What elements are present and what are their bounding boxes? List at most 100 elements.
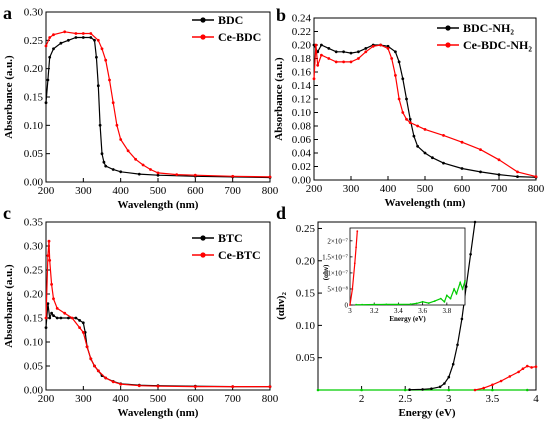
- chart-b-series-1-point-6: [342, 60, 345, 64]
- chart-d-series-1-point-2: [430, 387, 433, 391]
- chart-a-series-1-point-3: [63, 30, 67, 34]
- chart-d-series-1-point-4: [443, 382, 446, 385]
- chart-b-series-1-point-3: [320, 53, 323, 57]
- chart-d-inset-series-0-point-18: [464, 280, 466, 282]
- chart-b-legend-label-0: BDC-NH₂: [463, 21, 514, 35]
- chart-a-y-tick-label-0: 0.00: [24, 177, 44, 189]
- chart-d-inset-series-0-point-3: [385, 303, 388, 306]
- chart-b-series-0-point-14: [401, 77, 405, 81]
- chart-a-x-axis-label: Wavelength (nm): [118, 199, 199, 211]
- chart-a-series-0-point-7: [81, 36, 85, 39]
- chart-b-series-0-point-25: [516, 175, 519, 179]
- chart-a-legend-label-0: BDC: [218, 13, 243, 27]
- chart-d-x-axis-label: Energy (eV): [398, 407, 455, 419]
- chart-d-inset-x-axis-label: Energy (eV): [389, 315, 426, 323]
- chart-a-series-0-point-3: [52, 47, 55, 51]
- chart-c-series-0-line: [45, 303, 270, 388]
- chart-d-inset-y-axis-label: (αhν): [322, 264, 330, 280]
- chart-c-x-axis-label: Wavelength (nm): [118, 407, 199, 419]
- chart-d-series-1-point-3: [438, 385, 442, 389]
- chart-d-inset-x-tick-label-3: 3.6: [418, 307, 427, 315]
- chart-c-series-1-point-1: [46, 254, 50, 257]
- chart-a-y-tick-label-6: 0.30: [24, 7, 44, 19]
- chart-c-y-tick-label-0: 0.00: [24, 385, 44, 397]
- chart-c-series-1-point-8: [70, 316, 74, 320]
- chart-d-series-1-point-8: [460, 317, 464, 321]
- chart-a-series-1-point-19: [175, 173, 179, 177]
- chart-d-inset-frame: [349, 227, 466, 306]
- chart-c-series-0-point-10: [81, 321, 85, 325]
- chart-b-series-0-point-16: [408, 117, 412, 121]
- chart-d-series-0-point-1: [360, 388, 363, 392]
- chart-c-legend-marker-0: [200, 235, 206, 241]
- chart-b-series-1-point-19: [416, 124, 419, 128]
- chart-d-series-2-point-2: [491, 383, 494, 387]
- chart-a-legend-marker-1: [200, 34, 206, 40]
- chart-d-series-2-point-1: [482, 386, 486, 390]
- chart-d-inset-series-0-point-1: [361, 303, 363, 306]
- chart-d-series-2-line: [474, 365, 537, 391]
- chart-a-series-0-point-15: [104, 164, 108, 168]
- chart-c-series-1-point-3: [48, 259, 52, 262]
- chart-c-y-tick-label-4: 0.20: [24, 289, 44, 301]
- chart-c-legend-marker-1: [200, 252, 206, 258]
- chart-a-series-1-point-16: [141, 163, 145, 167]
- chart-c-series-1-point-10: [81, 331, 85, 334]
- chart-b-series-0-point-17: [412, 134, 416, 138]
- chart-a-legend-label-1: Ce-BDC: [218, 30, 261, 44]
- chart-d-series-2-point-9: [534, 365, 538, 369]
- chart-d-inset-series-0-point-12: [445, 294, 448, 297]
- chart-c-series-0-point-2: [48, 316, 52, 320]
- chart-b-y-tick-label-3: 0.06: [292, 134, 312, 146]
- chart-c-series-1-point-21: [231, 385, 235, 388]
- chart-d-y-tick-label-2: 0.15: [296, 288, 316, 300]
- chart-c-series-1-point-18: [137, 384, 141, 388]
- chart-c-series-0-point-4: [52, 314, 55, 317]
- chart-c-panel-letter: c: [3, 203, 11, 223]
- chart-d-inset-series-1-point-1: [351, 288, 354, 290]
- chart-d-inset-series-1-point-2: [353, 262, 356, 265]
- chart-a-series-0-point-13: [100, 152, 104, 156]
- chart-a-series-1-point-13: [119, 138, 123, 141]
- chart-c-series-1-point-19: [156, 384, 160, 388]
- chart-a-series-0-point-10: [95, 55, 98, 59]
- chart-d-inset-series-1-point-0: [349, 304, 351, 306]
- chart-a-series-1-point-9: [104, 58, 108, 62]
- chart-b-series-0-point-21: [442, 161, 445, 165]
- chart-a-series-1-point-8: [100, 47, 104, 51]
- chart-d-series-1-point-11: [473, 220, 477, 224]
- chart-a-series-1-point-18: [156, 171, 160, 175]
- chart-b-x-tick-label-6: 800: [528, 183, 545, 195]
- chart-b-series-1-point-7: [349, 60, 353, 64]
- chart-a-series-0-point-4: [59, 41, 63, 45]
- chart-d-x-tick-label-4: 4: [533, 393, 539, 405]
- chart-d-inset-series-0-point-15: [455, 292, 458, 295]
- chart-c-y-tick-label-1: 0.05: [24, 361, 44, 373]
- chart-c-x-tick-label-0: 200: [38, 393, 55, 405]
- chart-a-series-1-point-7: [96, 38, 100, 42]
- chart-c-series-0-point-6: [59, 316, 63, 320]
- chart-a-series-1-line: [45, 31, 271, 178]
- chart-d-inset-x-tick-label-2: 3.4: [394, 307, 403, 315]
- chart-c-legend-label-0: BTC: [218, 231, 243, 245]
- chart-a-series-1-point-21: [231, 174, 235, 178]
- chart-a-series-0-point-8: [89, 36, 93, 39]
- chart-a-x-tick-label-3: 500: [150, 185, 167, 197]
- chart-a-series-1-point-22: [268, 175, 272, 179]
- chart-d-inset-y-tick-label-0: 0: [345, 302, 349, 310]
- chart-b-y-tick-label-5: 0.10: [292, 107, 312, 119]
- chart-b-series-1-point-15: [397, 97, 401, 101]
- chart-a-series-1-point-20: [193, 173, 197, 177]
- chart-a-series-1-point-2: [52, 33, 55, 37]
- chart-a-series-1-point-5: [81, 32, 85, 35]
- chart-d-inset-series-0-point-10: [439, 297, 442, 300]
- chart-c: 200 300 400 500 600 700 800 0.00 0.05 0.10 0.15 0.2…: [3, 203, 279, 419]
- chart-a-y-tick-label-1: 0.05: [24, 148, 44, 160]
- chart-b-y-tick-label-9: 0.18: [292, 53, 312, 65]
- chart-d-series-1-point-9: [464, 285, 468, 288]
- chart-d-y-tick-label-4: 0.25: [296, 223, 316, 235]
- chart-c-series-1-point-5: [52, 297, 55, 301]
- chart-b-series-0-point-2: [320, 43, 323, 47]
- chart-b-series-0-point-15: [405, 97, 408, 101]
- chart-b-x-tick-label-4: 600: [454, 183, 471, 195]
